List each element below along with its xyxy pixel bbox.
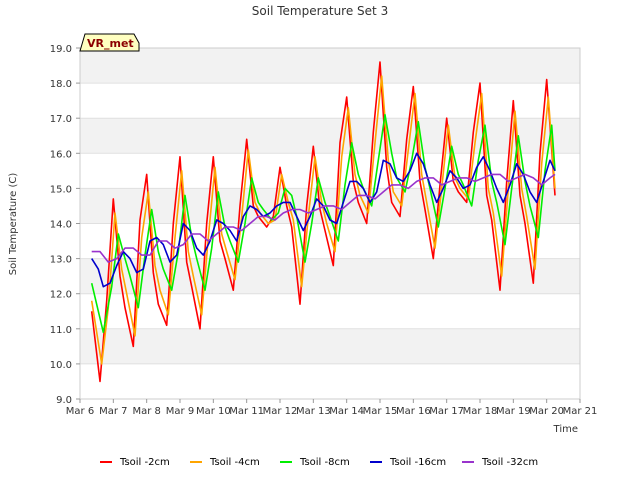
series-line-tsoil-2cm <box>90 61 556 383</box>
x-axis-label: Time <box>553 424 578 435</box>
legend-label: Tsoil -2cm <box>119 457 170 468</box>
legend: Tsoil -2cm Tsoil -4cm Tsoil -8cm Tsoil -16c… <box>100 457 538 468</box>
y-tick-label: 14.0 <box>50 220 72 231</box>
x-tick-label: Mar 18 <box>463 406 498 417</box>
series-line-tsoil-32cm <box>91 173 556 263</box>
y-tick-label: 19.0 <box>50 44 72 55</box>
legend-label: Tsoil -4cm <box>209 457 260 468</box>
site-badge-shape <box>79 33 140 52</box>
y-tick-label: 15.0 <box>50 184 72 195</box>
y-tick-label: 9.0 <box>56 395 72 406</box>
series-lines <box>90 61 556 383</box>
site-badge: VR_met <box>79 33 140 52</box>
series-line-tsoil-4cm <box>90 75 556 365</box>
x-tick-label: Mar 20 <box>529 406 564 417</box>
x-tick-label: Mar 10 <box>196 406 231 417</box>
y-tick-label: 17.0 <box>50 114 72 125</box>
y-tick-label: 11.0 <box>50 325 72 336</box>
x-tick-label: Mar 7 <box>99 406 127 417</box>
plot-band <box>80 328 580 364</box>
plot-band <box>80 363 580 399</box>
plot-band <box>80 48 580 84</box>
x-tick-label: Mar 6 <box>66 406 94 417</box>
y-tick-label: 13.0 <box>50 255 72 266</box>
x-tick-label: Mar 15 <box>363 406 398 417</box>
x-tick-label: Mar 16 <box>396 406 431 417</box>
y-tick-label: 18.0 <box>50 79 72 90</box>
x-tick-label: Mar 11 <box>229 406 264 417</box>
series-line-tsoil-8cm <box>90 113 556 334</box>
plot-band <box>80 293 580 329</box>
x-tick-label: Mar 13 <box>296 406 331 417</box>
plot-band <box>80 83 580 119</box>
y-axis-label: Soil Temperature (C) <box>8 173 19 276</box>
legend-label: Tsoil -16cm <box>389 457 446 468</box>
y-axis-ticks: 9.0 10.0 11.0 12.0 13.0 14.0 15.0 16.0 17.0 18.0 1… <box>50 44 80 406</box>
x-tick-label: Mar 14 <box>329 406 364 417</box>
x-tick-label: Mar 12 <box>263 406 298 417</box>
x-tick-label: Mar 17 <box>429 406 464 417</box>
x-tick-label: Mar 9 <box>166 406 194 417</box>
y-tick-label: 10.0 <box>50 360 72 371</box>
legend-label: Tsoil -32cm <box>481 457 538 468</box>
x-tick-label: Mar 8 <box>132 406 160 417</box>
plot-band <box>80 118 580 154</box>
legend-label: Tsoil -8cm <box>299 457 350 468</box>
y-tick-label: 12.0 <box>50 290 72 301</box>
plot-band <box>80 153 580 189</box>
site-badge-label: VR_met <box>87 37 134 50</box>
chart-title: Soil Temperature Set 3 <box>252 4 388 18</box>
x-tick-label: Mar 19 <box>496 406 531 417</box>
x-tick-label: Mar 21 <box>563 406 598 417</box>
y-tick-label: 16.0 <box>50 149 72 160</box>
